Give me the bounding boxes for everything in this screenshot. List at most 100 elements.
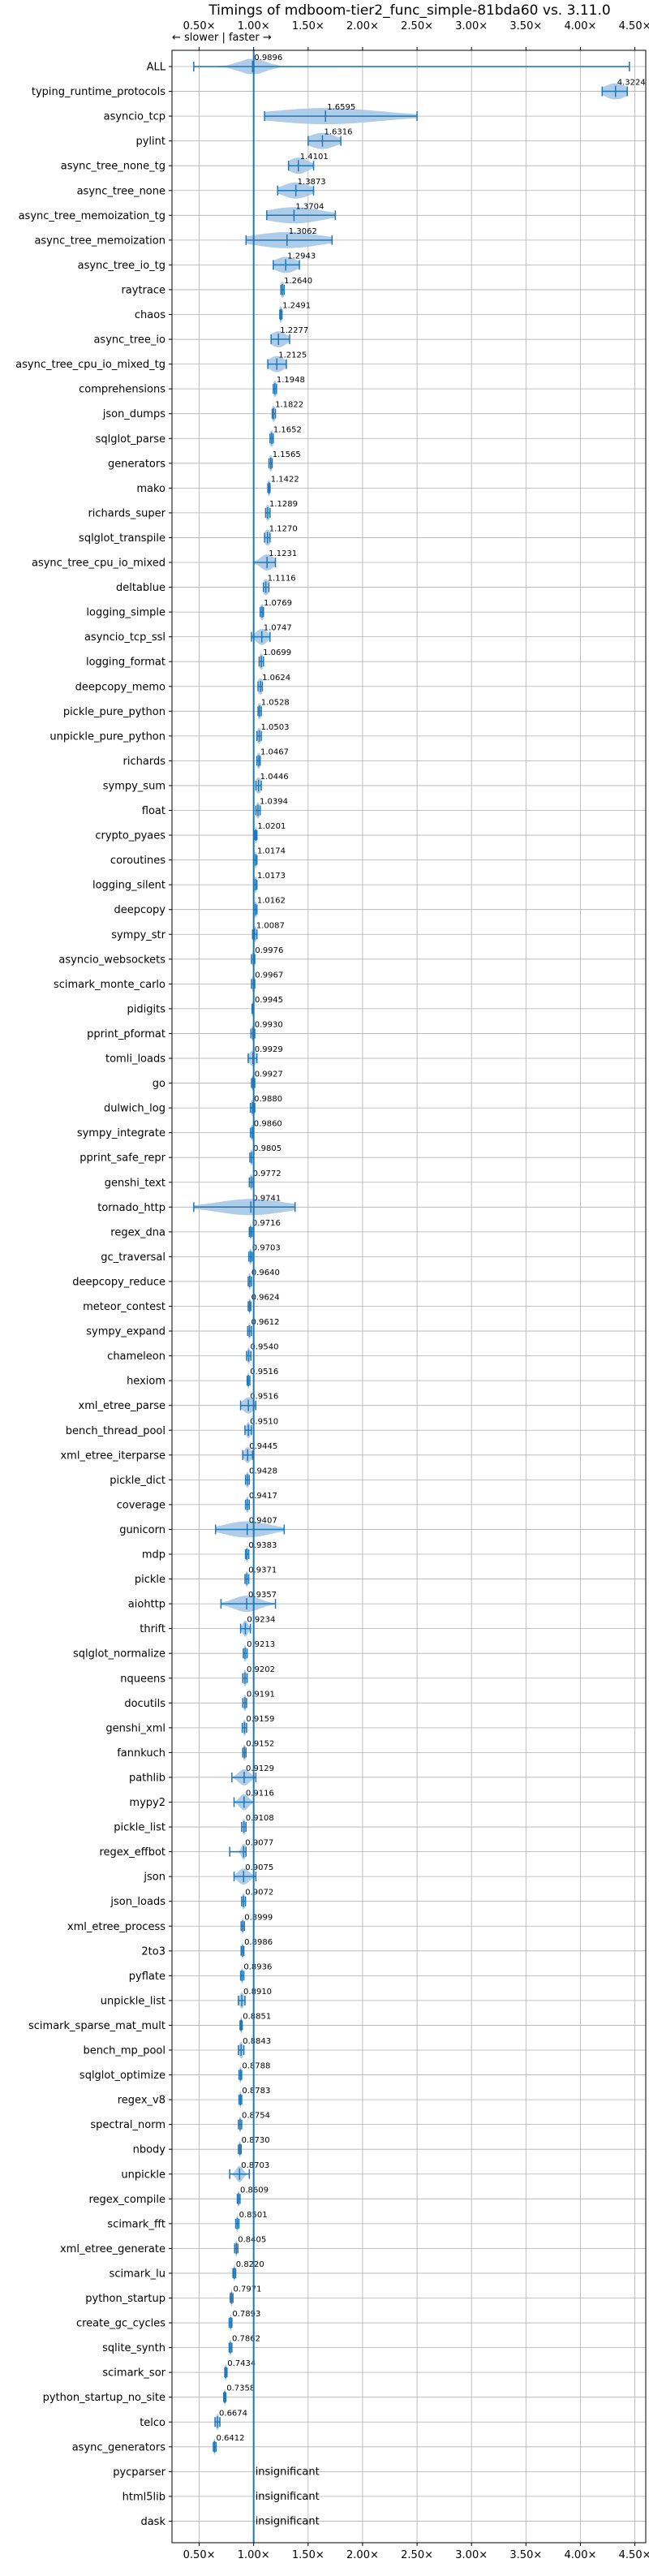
value-label: 0.9741: [252, 1194, 281, 1203]
benchmark-label: regex_effbot: [99, 1846, 165, 1859]
value-label: 1.1948: [277, 376, 305, 385]
value-label: 0.9880: [254, 1095, 282, 1104]
value-label: 0.6674: [219, 2409, 247, 2418]
benchmark-label: thrift: [140, 1623, 165, 1635]
value-label: 0.8220: [236, 2260, 264, 2269]
benchmark-label: typing_runtime_protocols: [32, 86, 165, 98]
benchmark-label: hexiom: [127, 1376, 165, 1388]
benchmark-label: mako: [136, 483, 165, 495]
value-label: 0.8754: [242, 2112, 270, 2121]
benchmark-label: sqlglot_optimize: [80, 2070, 165, 2082]
value-label: 1.0528: [261, 698, 290, 707]
benchmark-label: sqlite_synth: [102, 2342, 165, 2354]
benchmark-label: generators: [108, 458, 165, 470]
benchmark-label: async_tree_none_tg: [61, 161, 165, 173]
benchmark-label: sqlglot_normalize: [73, 1648, 165, 1661]
value-label: 0.9540: [251, 1343, 279, 1352]
x-tick-label-top: 1.00×: [238, 20, 270, 32]
benchmark-label: tomli_loads: [105, 1053, 165, 1066]
value-label: 0.9624: [251, 1294, 280, 1303]
benchmark-label: async_tree_none: [77, 185, 165, 197]
value-label: 0.7358: [226, 2384, 255, 2393]
benchmark-label: pickle_dict: [110, 1475, 165, 1487]
benchmark-label: gunicorn: [119, 1524, 165, 1536]
benchmark-label: ALL: [147, 62, 166, 74]
value-label: 0.9407: [249, 1516, 277, 1525]
value-label: 0.9445: [249, 1442, 277, 1451]
benchmark-label: spectral_norm: [90, 2119, 165, 2131]
value-label: 1.1289: [269, 500, 298, 509]
value-label: 0.7893: [232, 2310, 260, 2319]
benchmark-label: deepcopy: [114, 904, 165, 916]
benchmark-label: chaos: [135, 309, 165, 321]
benchmark-label: asyncio_tcp: [104, 111, 165, 123]
value-label: 0.9860: [254, 1120, 282, 1129]
x-tick-label-top: 2.00×: [346, 20, 379, 32]
value-label: 1.0467: [260, 747, 289, 756]
value-label: 1.1422: [271, 475, 299, 484]
value-label: 0.7862: [232, 2335, 260, 2344]
value-label: 1.3704: [295, 202, 324, 211]
value-label: 0.9516: [250, 1393, 278, 1402]
value-label: 0.8788: [242, 2062, 270, 2071]
x-tick-label-bottom: 3.50×: [509, 2549, 542, 2561]
benchmark-label: meteor_contest: [83, 1301, 165, 1313]
value-label: 1.0174: [257, 847, 286, 856]
value-label: 1.1565: [273, 450, 301, 459]
benchmark-label: bench_thread_pool: [66, 1425, 165, 1437]
benchmark-label: sqlglot_transpile: [79, 532, 165, 545]
value-label: 1.2125: [278, 351, 307, 360]
benchmark-label: unpickle_pure_python: [49, 730, 165, 743]
benchmark-label: 2to3: [141, 1945, 165, 1958]
benchmark-label: sqlglot_parse: [96, 433, 165, 446]
benchmark-label: coroutines: [110, 855, 165, 867]
benchmark-label: fannkuch: [117, 1747, 165, 1760]
benchmark-label: go: [153, 1078, 165, 1090]
value-label: 1.2640: [284, 277, 312, 286]
benchmark-label: richards: [123, 756, 166, 768]
benchmark-label: sympy_sum: [103, 780, 165, 792]
x-tick-label-top: 4.00×: [565, 20, 597, 32]
value-label: 0.8405: [238, 2235, 266, 2244]
benchmark-label: bench_mp_pool: [83, 2045, 165, 2057]
benchmark-label: async_tree_cpu_io_mixed: [32, 558, 165, 570]
x-tick-label-bottom: 0.50×: [183, 2549, 216, 2561]
benchmark-label: pickle_list: [114, 1822, 165, 1834]
x-tick-label-bottom: 2.50×: [401, 2549, 433, 2561]
benchmark-label: create_gc_cycles: [76, 2318, 165, 2330]
value-label: 0.9716: [252, 1219, 281, 1228]
value-label: 0.9967: [255, 971, 283, 980]
value-label: 0.8910: [243, 1988, 272, 1997]
value-label: 0.8783: [242, 2087, 270, 2096]
benchmark-label: async_generators: [72, 2441, 166, 2453]
benchmark-label: richards_super: [88, 507, 165, 519]
benchmark-label: pickle_pure_python: [63, 706, 165, 718]
benchmark-label: float: [142, 805, 165, 817]
value-label: 0.9927: [255, 1070, 283, 1079]
value-label: 0.9612: [251, 1318, 279, 1327]
benchmark-label: comprehensions: [79, 384, 165, 396]
value-label: 1.0503: [260, 723, 289, 732]
value-label: 0.9108: [246, 1814, 274, 1823]
x-tick-label-top: 4.50×: [619, 20, 649, 32]
value-label: 0.8703: [241, 2161, 269, 2170]
benchmark-label: scimark_monte_carlo: [54, 979, 165, 991]
value-label: 0.9116: [246, 1790, 274, 1798]
value-label: 0.9640: [251, 1269, 280, 1277]
value-label: 1.2943: [287, 252, 316, 261]
x-tick-label-bottom: 4.00×: [565, 2549, 597, 2561]
benchmark-label: sympy_integrate: [77, 1127, 165, 1139]
value-label: 0.9510: [250, 1417, 278, 1426]
benchmark-label: dulwich_log: [104, 1103, 165, 1115]
benchmark-label: docutils: [124, 1698, 165, 1710]
value-label: 1.3062: [289, 227, 317, 236]
value-label: 0.9896: [254, 54, 282, 62]
chart-title: Timings of mdboom-tier2_func_simple-81bd…: [208, 2, 610, 19]
benchmark-label: async_tree_cpu_io_mixed_tg: [15, 359, 165, 371]
x-tick-label-bottom: 2.00×: [346, 2549, 379, 2561]
value-label: 0.9202: [247, 1665, 275, 1674]
benchmark-label: pidigits: [127, 1003, 166, 1015]
benchmark-label: pylint: [135, 136, 165, 148]
benchmark-label: pickle: [135, 1574, 165, 1586]
